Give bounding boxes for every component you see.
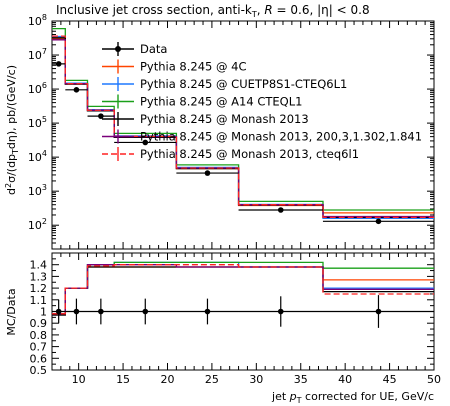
y-tick-label-top: 103 [28,183,47,198]
title-r: R [264,3,272,17]
legend-data-dot [115,46,121,52]
legend-entry: Pythia 8.245 @ Monash 2013, 200,3,1.302,… [102,129,422,144]
y-tick-exp: 8 [42,13,47,22]
series-line-2 [52,27,434,211]
y-axis-label-top: d2σ/(dpTdη), pb/(GeV/c) [4,65,20,195]
ratio-data-point [73,308,80,315]
legend-label: Pythia 8.245 @ 4C [140,60,247,74]
y-tick-base: 10 [28,15,42,28]
y-tick-label-bottom: 0.7 [30,341,48,354]
y-tick-exp: 2 [42,217,47,226]
xlabel-part-a: jet [271,390,290,403]
legend-label: Pythia 8.245 @ CUETP8S1-CTEQ6L1 [140,77,347,91]
legend-label: Pythia 8.245 @ A14 CTEQL1 [140,95,302,109]
xlabel-p: p [289,390,297,403]
x-tick-label: 45 [383,373,397,386]
x-tick-label: 35 [294,373,308,386]
data-point [204,170,211,176]
ratio-data-point [375,308,382,315]
legend-label: Pythia 8.245 @ Monash 2013, 200,3,1.302,… [140,130,422,144]
y-tick-base: 10 [28,49,42,62]
xlabel-part-b: corrected for UE, GeV/c [302,390,434,403]
title-r-val: = 0.6, |η| < 0.8 [273,3,370,17]
y-tick-label-top: 106 [28,81,47,96]
y-tick-base: 10 [28,151,42,164]
ratio-line-5 [52,264,434,315]
y-tick-label-bottom: 0.6 [30,352,48,365]
legend-entry: Data [102,42,167,56]
ylabel-part-c: σ/(dp [5,154,18,183]
y-tick-label-bottom: 0.9 [30,317,48,330]
title-sep: , [257,3,265,17]
x-tick-label: 15 [116,373,130,386]
y-tick-label-bottom: 0.8 [30,329,48,342]
ratio-data-point [98,308,104,315]
y-tick-base: 10 [28,185,42,198]
x-tick-label: 40 [338,373,352,386]
data-point [73,87,80,93]
legend-label: Data [140,42,167,56]
y-tick-label-top: 108 [28,13,47,28]
data-point [277,207,284,213]
ylabel-part-a: d [5,188,18,195]
y-tick-label-bottom: 1.3 [30,270,48,283]
y-tick-label-top: 102 [28,217,47,232]
title-kt-sub: T [251,10,257,19]
y-tick-base: 10 [28,83,42,96]
y-tick-exp: 5 [42,115,47,124]
ratio-data-point [277,308,284,315]
y-tick-label-top: 107 [28,47,47,62]
x-tick-label: 20 [160,373,174,386]
ylabel-part-d: T [11,149,20,155]
y-tick-exp: 3 [42,183,47,192]
y-axis-label-bottom: MC/Data [5,288,18,335]
y-tick-base: 10 [28,219,42,232]
legend-entry: Pythia 8.245 @ A14 CTEQL1 [102,94,302,109]
y-tick-label-top: 105 [28,115,47,130]
ratio-line-4 [52,264,434,315]
x-tick-label: 30 [249,373,263,386]
x-tick-label: 50 [427,373,441,386]
y-tick-label-bottom: 0.5 [30,364,48,377]
legend-entry: Pythia 8.245 @ Monash 2013 [102,112,309,126]
y-tick-label-bottom: 1.1 [30,294,48,307]
x-tick-label: 25 [205,373,219,386]
y-tick-label-bottom: 1.2 [30,282,48,295]
y-tick-exp: 6 [42,81,47,90]
legend-entry: Pythia 8.245 @ CUETP8S1-CTEQ6L1 [102,77,347,91]
legend: Data Pythia 8.245 @ 4C Pythia 8.245 @ CUET… [102,42,422,161]
ratio-data-point [55,308,62,315]
title-prefix: Inclusive jet cross section, anti-k [56,3,252,17]
y-tick-exp: 4 [42,149,47,158]
data-point [375,218,382,225]
ratio-line-3 [52,266,434,316]
legend-label: Pythia 8.245 @ Monash 2013 [140,112,309,126]
legend-entry: Pythia 8.245 @ Monash 2013, cteq6l1 [102,147,359,161]
ylabel-part-b: 2 [4,183,13,188]
y-tick-label-top: 104 [28,149,47,164]
y-tick-label-bottom: 1.4 [30,259,48,272]
legend-label: Pythia 8.245 @ Monash 2013, cteq6l1 [140,147,359,161]
y-tick-base: 10 [28,117,42,130]
series-line-5 [52,35,434,219]
ratio-data-point [142,308,149,315]
y-tick-label-bottom: 1 [40,306,47,319]
data-point [142,139,149,146]
ratio-panel: 10 15 20 25 30 35 40 45 50 0.50.60.70.80.911.11.2… [30,252,441,386]
x-tick-label: 10 [72,373,86,386]
top-frame [51,20,435,250]
chart-title: Inclusive jet cross section, anti-kT, R … [56,3,370,19]
xlabel-t: T [296,396,302,405]
y-tick-exp: 7 [42,47,47,56]
data-point [98,113,104,119]
ratio-data-point [204,308,211,315]
x-axis-label: jet pT corrected for UE, GeV/c [271,390,434,405]
ylabel-part-e: dη), pb/(GeV/c) [5,65,18,149]
legend-entry: Pythia 8.245 @ 4C [102,59,247,74]
data-point [55,61,62,67]
